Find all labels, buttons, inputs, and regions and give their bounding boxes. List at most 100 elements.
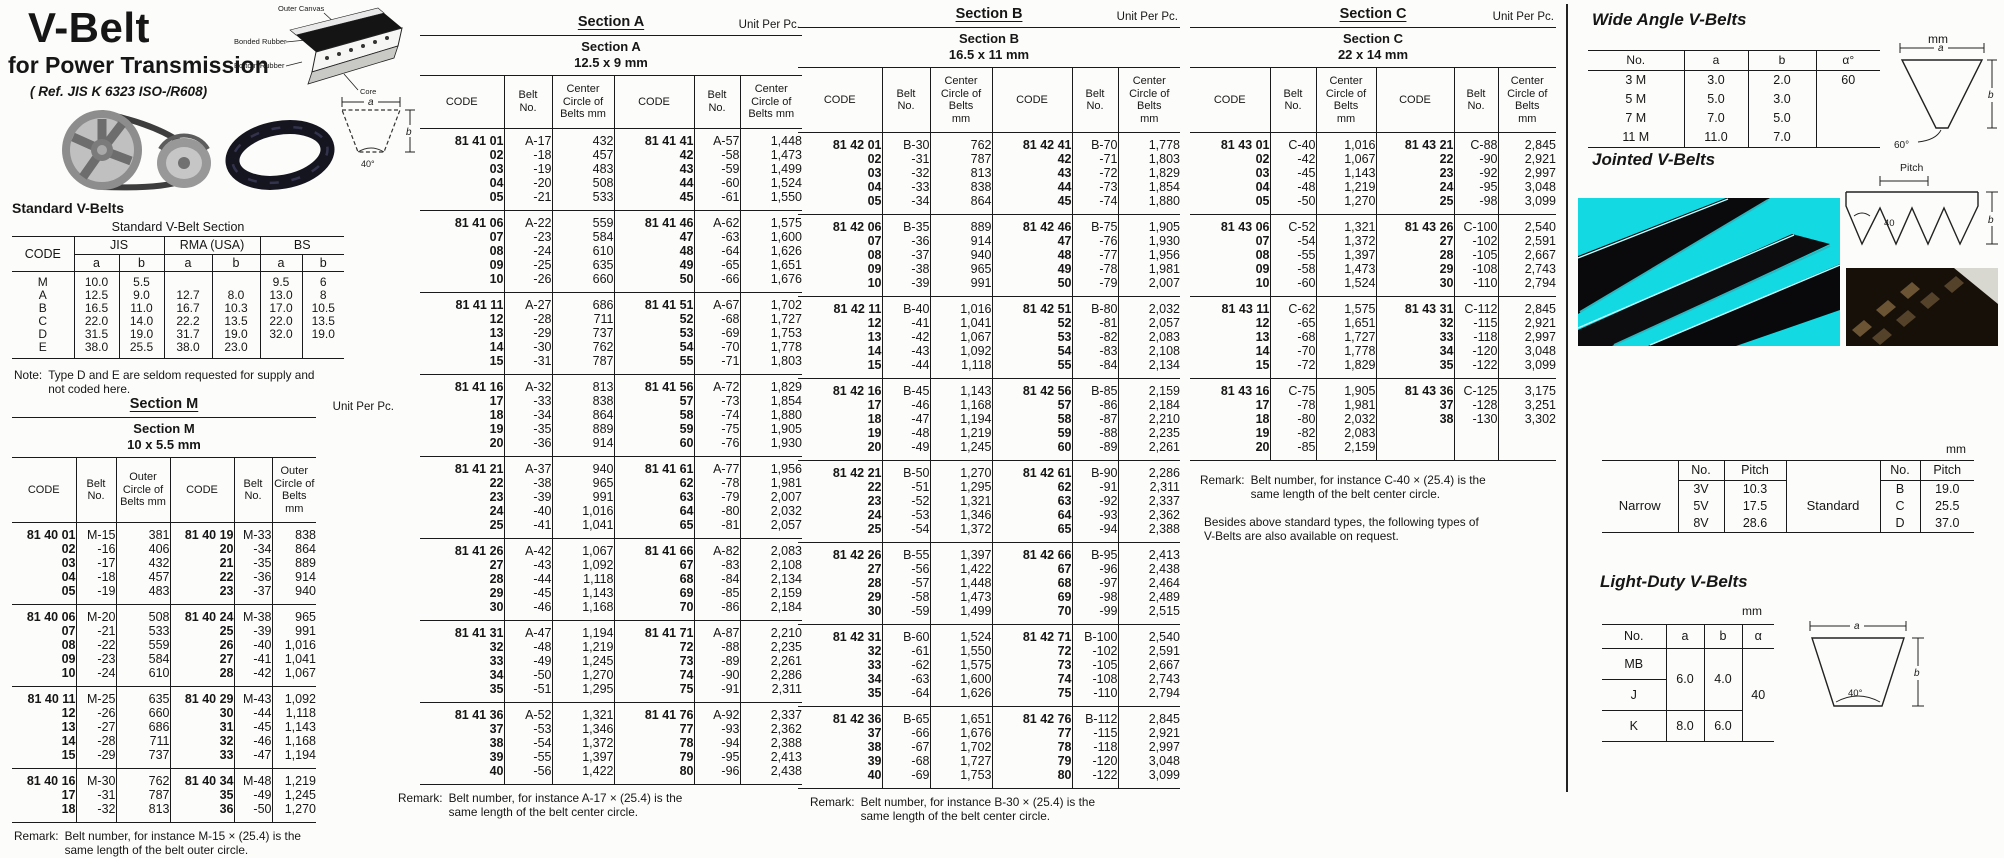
circle-cell: 1,245 [929,440,992,461]
code-cell: 81 42 16 [832,384,882,398]
code-cell: 31 [169,720,234,734]
belt-no-cell: -60 [693,175,740,190]
code-cell: 54 [991,344,1072,358]
code-cell: 03 [61,556,76,570]
circle-cell: 1,245 [551,653,614,668]
code-cell: 70 [613,599,694,620]
belt-no-cell: -36 [503,435,552,456]
belt-no-cell: -72 [1269,358,1316,379]
no-cell: 5V [1677,497,1724,515]
circle-cell: 584 [115,652,170,666]
belt-no-cell: -42 [1269,152,1316,166]
belt-no-cell: -44 [503,571,552,586]
column-header: Center Circle of Belts mm [739,75,802,129]
code-cell: 75 [613,681,694,702]
circle-cell: 1,041 [271,652,316,666]
code-cell: 55 [613,353,694,374]
code-cell: 77 [613,721,694,736]
section-b-table: CODE Belt No. Center Circle of Belts mm COD… [798,67,1180,789]
circle-cell: 584 [551,229,614,244]
table-row: 81 42 21 B-50 1,270 81 42 61 B-90 2,286 [798,460,1180,480]
circle-cell: 762 [929,132,992,152]
table-row: 23 -52 1,321 63 -92 2,337 [798,494,1180,508]
code-cell: 12 [61,706,76,720]
table-row: 81 42 36 B-65 1,651 81 42 76 B-112 2,845 [798,706,1180,726]
belt-no-cell: -47 [233,748,272,769]
circle-cell: 914 [551,435,614,456]
section-c-table: CODE Belt No. Center Circle of Belts mm COD… [1190,67,1556,461]
table-row: 11 M 11.0 7.0 [1588,127,1880,147]
code-cell: 81 42 61 [991,460,1072,480]
code-cell: 54 [613,339,694,354]
column-header: Outer Circle of Belts mm [115,457,170,523]
b-cell: 4.0 [1703,648,1742,711]
circle-cell: 1,067 [1315,152,1376,166]
dim-a-label: a [1854,621,1860,632]
code-group: 81 41 06 A-22 559 81 41 46 A-62 1,575 07 -23 584… [420,210,802,292]
table-row: 81 43 11 C-62 1,575 81 43 31 C-112 2,845 [1190,296,1556,316]
table-row: K 8.0 6.0 [1602,710,1774,741]
table-row: 05 -21 533 45 -61 1,550 [420,189,802,210]
belt-no-cell: M-20 [75,604,116,624]
code-group: 81 42 16 B-45 1,143 81 42 56 B-85 2,159 17 -46 1… [798,378,1180,461]
value-cell: 22.0 [73,315,119,328]
circle-cell: 2,667 [1117,658,1180,672]
code-cell: 48 [613,243,694,258]
value-cell: 5.0 [1747,108,1816,128]
table-row: 18 -80 2,032 38 -130 3,302 [1190,412,1556,426]
value-cell: 22.0 [259,315,302,328]
circle-cell: 940 [551,456,614,476]
belt-no-cell: -97 [1071,576,1118,590]
table-row: 40 -56 1,422 80 -96 2,438 [420,763,802,784]
code-cell: 04 [867,180,882,194]
belt-no-cell: -59 [881,604,930,625]
circle-cell: 2,413 [1117,542,1180,562]
belt-no-cell: -48 [1269,180,1316,194]
belt-no-cell: C-75 [1269,378,1316,398]
circle-cell: 1,143 [271,720,316,734]
table-row: 03 -17 432 21 -35 889 [12,556,316,570]
circle-cell: 1,067 [929,330,992,344]
circle-cell: 1,295 [929,480,992,494]
code-cell: 48 [991,248,1072,262]
code-cell: 32 [489,639,504,654]
code-cell: 20 [1255,440,1270,454]
column-header: Belt No. [1453,67,1498,133]
pitch-cell: 37.0 [1919,514,1974,532]
code-cell: 69 [613,585,694,600]
no-cell: C [1879,497,1920,515]
value-cell: 2.0 [1747,70,1816,90]
circle-cell: 1,295 [551,681,614,702]
value-cell: 5.5 [118,271,164,289]
circle-cell: 1,956 [739,456,802,476]
code-cell: 03 [1255,166,1270,180]
belt-no-cell: -110 [1071,686,1118,707]
table-row: 04 -33 838 44 -73 1,854 [798,180,1180,194]
table-row: 07 -23 584 47 -63 1,600 [420,229,802,244]
circle-cell: 965 [551,475,614,490]
belt-no-cell: B-40 [881,296,930,316]
code-cell: 49 [991,262,1072,276]
pitch-table-unit: mm [1946,442,1966,456]
table-row: 09 -58 1,473 29 -108 2,743 [1190,262,1556,276]
belt-no-cell: -84 [693,571,740,586]
dim-b-label: b [406,127,412,138]
belt-no-cell: -63 [693,229,740,244]
value-cell: 32.0 [259,328,302,341]
belt-no-cell: -21 [503,189,552,210]
jointed-vbelts-photo [1578,198,1840,346]
code-cell: 81 42 26 [832,548,882,562]
belt-no-cell: -58 [1269,262,1316,276]
circle-cell: 1,905 [1117,214,1180,234]
circle-cell: 1,651 [739,257,802,272]
circle-cell: 787 [115,788,170,802]
circle-cell: 610 [115,666,170,687]
table-row: 81 42 16 B-45 1,143 81 42 56 B-85 2,159 [798,378,1180,398]
code-group: 81 41 31 A-47 1,194 81 41 71 A-87 2,210 32 -48 1… [420,620,802,702]
code-cell: 04 [61,570,76,584]
table-row: 34 -63 1,600 74 -108 2,743 [798,672,1180,686]
code-cell: 09 [1255,262,1270,276]
belt-no-cell: A-42 [503,538,552,558]
code-cell: 09 [867,262,882,276]
circle-cell: 914 [271,570,316,584]
